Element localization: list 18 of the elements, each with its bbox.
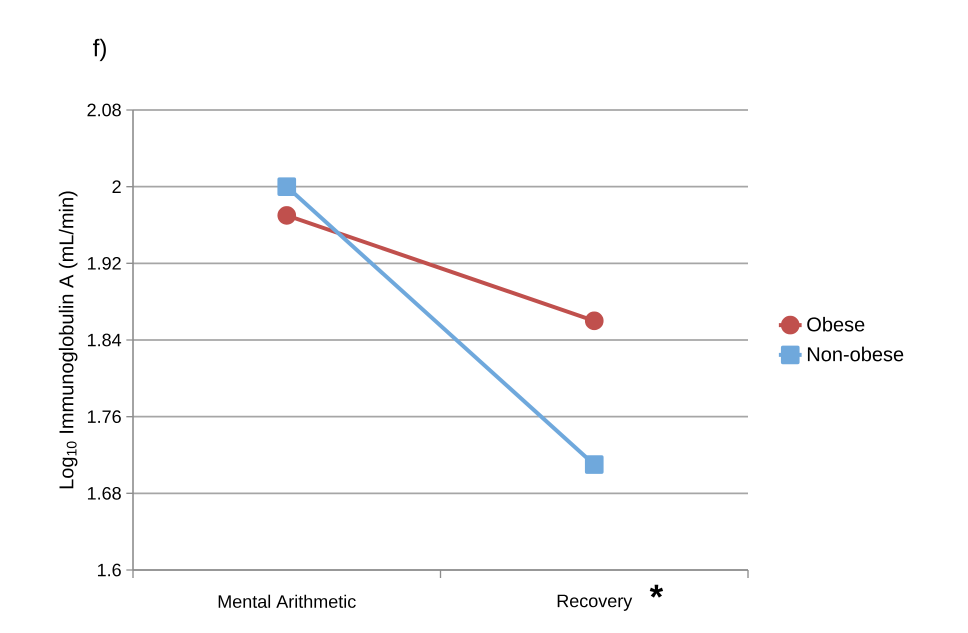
y-axis-title: Log$_{10}$ Immunoglobulin A (mL/min) xyxy=(58,191,78,488)
point xyxy=(277,177,296,196)
y-tick-label: 1.76 xyxy=(88,410,121,424)
legend-label: Obese xyxy=(807,316,864,332)
x-tick-label: Mental Arithmetic xyxy=(218,594,356,608)
y-tick-label: 1.6 xyxy=(98,564,121,576)
x-tick-label: Recovery xyxy=(558,594,632,611)
point xyxy=(584,455,604,474)
y-tick-label: 1.68 xyxy=(88,486,121,500)
point xyxy=(277,206,296,225)
legend-label: Non-obese xyxy=(808,346,904,362)
y-tick-label: 1.84 xyxy=(88,334,122,346)
y-tick-label: 2.08 xyxy=(87,104,121,116)
y-tick-label: 1.92 xyxy=(88,256,121,270)
text: * xyxy=(650,584,664,598)
y-tick-label: 2 xyxy=(112,180,121,193)
point xyxy=(584,312,604,330)
chart-title: f) xyxy=(93,38,106,62)
